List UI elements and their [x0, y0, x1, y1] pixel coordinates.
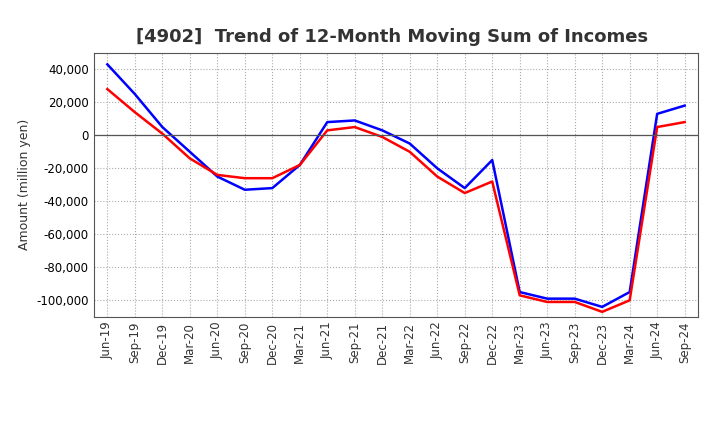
Net Income	[158, 131, 166, 136]
Ordinary Income	[378, 128, 387, 133]
Ordinary Income	[488, 158, 497, 163]
Text: [4902]  Trend of 12-Month Moving Sum of Incomes: [4902] Trend of 12-Month Moving Sum of I…	[136, 28, 648, 46]
Ordinary Income	[186, 149, 194, 154]
Ordinary Income	[103, 62, 112, 67]
Net Income	[351, 125, 359, 130]
Net Income	[268, 176, 276, 181]
Ordinary Income	[351, 118, 359, 123]
Net Income	[516, 293, 524, 298]
Net Income	[240, 176, 249, 181]
Ordinary Income	[158, 125, 166, 130]
Y-axis label: Amount (million yen): Amount (million yen)	[18, 119, 31, 250]
Net Income	[378, 134, 387, 139]
Ordinary Income	[543, 296, 552, 301]
Ordinary Income	[405, 141, 414, 146]
Ordinary Income	[295, 162, 304, 168]
Net Income	[570, 299, 579, 304]
Net Income	[103, 86, 112, 92]
Net Income	[460, 191, 469, 196]
Ordinary Income	[653, 111, 662, 117]
Net Income	[680, 119, 689, 125]
Line: Ordinary Income: Ordinary Income	[107, 64, 685, 307]
Ordinary Income	[213, 174, 222, 179]
Net Income	[488, 179, 497, 184]
Ordinary Income	[433, 165, 441, 171]
Net Income	[186, 156, 194, 161]
Ordinary Income	[460, 186, 469, 191]
Ordinary Income	[598, 304, 606, 309]
Ordinary Income	[130, 92, 139, 97]
Net Income	[598, 309, 606, 315]
Ordinary Income	[570, 296, 579, 301]
Ordinary Income	[680, 103, 689, 108]
Line: Net Income: Net Income	[107, 89, 685, 312]
Net Income	[433, 174, 441, 179]
Ordinary Income	[516, 290, 524, 295]
Net Income	[295, 162, 304, 168]
Ordinary Income	[240, 187, 249, 192]
Net Income	[543, 299, 552, 304]
Net Income	[323, 128, 332, 133]
Ordinary Income	[626, 290, 634, 295]
Ordinary Income	[268, 186, 276, 191]
Net Income	[653, 125, 662, 130]
Net Income	[130, 110, 139, 115]
Net Income	[213, 172, 222, 177]
Net Income	[405, 149, 414, 154]
Ordinary Income	[323, 119, 332, 125]
Net Income	[626, 297, 634, 303]
